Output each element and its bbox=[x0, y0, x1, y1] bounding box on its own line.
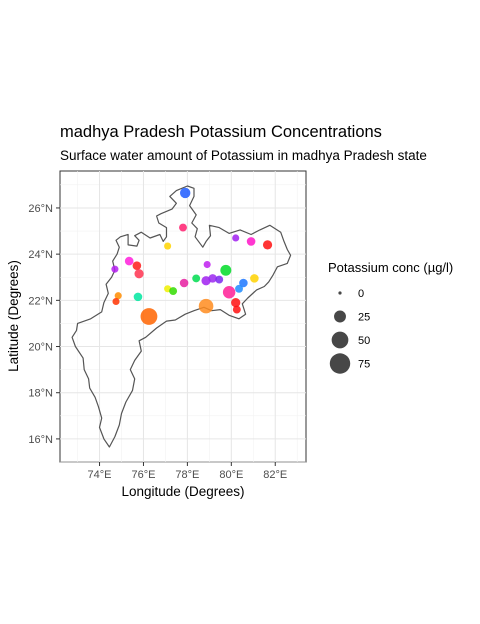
data-point bbox=[246, 237, 256, 246]
data-point bbox=[192, 274, 201, 283]
plot-panel bbox=[59, 170, 307, 463]
data-point bbox=[134, 269, 144, 279]
y-tick-label: 18°N bbox=[28, 388, 53, 400]
legend-size-key bbox=[331, 331, 349, 349]
data-point bbox=[220, 264, 232, 276]
data-point bbox=[198, 298, 214, 314]
chart-subtitle: Surface water amount of Potassium in mad… bbox=[60, 148, 427, 163]
data-point bbox=[179, 278, 189, 288]
data-point bbox=[164, 242, 172, 250]
y-tick-label: 16°N bbox=[28, 434, 53, 446]
data-point bbox=[232, 305, 241, 314]
legend-size-label: 0 bbox=[358, 288, 364, 300]
data-point bbox=[232, 234, 240, 242]
data-point bbox=[208, 274, 217, 283]
data-point bbox=[222, 286, 236, 299]
legend-size-label: 50 bbox=[358, 335, 370, 347]
legend-size-label: 75 bbox=[358, 359, 370, 371]
state-boundary bbox=[71, 185, 292, 448]
data-point bbox=[262, 240, 273, 250]
legend-size-key bbox=[338, 291, 342, 295]
x-tick-label: 74°E bbox=[88, 469, 112, 481]
y-tick-label: 26°N bbox=[28, 203, 53, 215]
legend-title: Potassium conc (µg/l) bbox=[328, 260, 453, 275]
data-points bbox=[111, 187, 273, 325]
x-tick-label: 78°E bbox=[175, 469, 199, 481]
y-tick-label: 22°N bbox=[28, 295, 53, 307]
data-point bbox=[114, 292, 122, 300]
data-point bbox=[124, 256, 134, 266]
data-point bbox=[169, 287, 178, 296]
legend-size-label: 25 bbox=[358, 312, 370, 324]
data-point bbox=[111, 265, 119, 273]
x-tick-label: 80°E bbox=[219, 469, 243, 481]
data-point bbox=[133, 292, 143, 302]
data-point bbox=[179, 187, 191, 199]
data-point bbox=[231, 298, 241, 308]
x-tick-label: 76°E bbox=[131, 469, 155, 481]
data-point bbox=[250, 274, 259, 283]
data-point bbox=[239, 278, 248, 288]
legend-size-key bbox=[334, 310, 346, 323]
data-point bbox=[203, 260, 211, 269]
y-axis-title: Latitude (Degrees) bbox=[6, 260, 21, 372]
data-point bbox=[215, 275, 224, 284]
y-axis-ticks: 16°N 18°N 20°N 22°N 24°N 26°N bbox=[28, 203, 60, 446]
chart-title: madhya Pradesh Potassium Concentrations bbox=[60, 123, 382, 141]
legend-size-key bbox=[329, 353, 351, 374]
x-axis-ticks: 74°E 76°E 78°E 80°E 82°E bbox=[88, 462, 287, 481]
data-point bbox=[140, 308, 158, 325]
x-tick-label: 82°E bbox=[263, 469, 287, 481]
y-tick-label: 24°N bbox=[28, 249, 53, 261]
data-point bbox=[179, 223, 187, 232]
data-point bbox=[235, 284, 243, 293]
size-legend: 0 25 50 75 bbox=[329, 288, 370, 374]
x-axis-title: Longitude (Degrees) bbox=[121, 484, 244, 499]
data-point bbox=[112, 297, 120, 306]
data-point bbox=[132, 261, 142, 270]
y-tick-label: 20°N bbox=[28, 342, 53, 354]
